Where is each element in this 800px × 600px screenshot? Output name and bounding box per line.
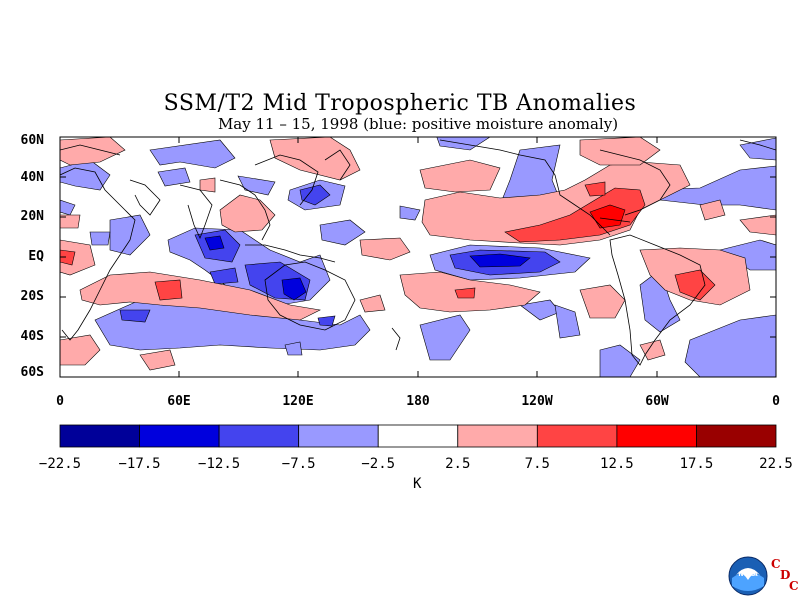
lon-label-60w: 60W	[645, 394, 669, 409]
lat-label-eq: EQ	[28, 249, 44, 264]
lon-label-120w: 120W	[521, 394, 553, 409]
coastlines	[60, 139, 776, 366]
bright-red-regions	[589, 204, 626, 229]
medium-red-regions	[60, 181, 716, 301]
colorbar-tick-label: −22.5	[38, 456, 82, 472]
colorbar-tick-label: −12.5	[198, 456, 241, 472]
colorbar-tick-label: −7.5	[281, 456, 316, 472]
lat-label-60n: 60N	[20, 133, 44, 148]
logo-letter-c2: C	[789, 579, 799, 593]
lon-label-0-end: 0	[772, 394, 780, 409]
noaa-logo-icon: NOAA	[728, 556, 768, 596]
colorbar-tick-label: −2.5	[361, 456, 396, 472]
map-ticks	[60, 136, 776, 378]
colorbar-tick-label: 7.5	[524, 456, 550, 472]
lon-label-120e: 120E	[282, 394, 314, 409]
colorbar-unit: K	[413, 476, 422, 492]
colorbar-tick-label: 17.5	[679, 456, 714, 472]
anomaly-fields	[60, 137, 776, 377]
map-title: SSM/T2 Mid Tropospheric TB Anomalies	[163, 91, 637, 116]
map-subtitle: May 11 – 15, 1998 (blue: positive moistu…	[217, 115, 619, 133]
colorbar-tick-label: −17.5	[118, 456, 161, 472]
svg-text:NOAA: NOAA	[738, 571, 758, 578]
dark-blue-regions	[204, 235, 531, 301]
lat-label-40n: 40N	[20, 170, 44, 185]
lon-label-0: 0	[56, 394, 64, 409]
logo-letter-d: D	[780, 568, 791, 582]
lon-label-180: 180	[406, 394, 430, 409]
colorbar-tick-label: 2.5	[445, 456, 471, 472]
lon-label-60e: 60E	[167, 394, 191, 409]
lat-label-40s: 40S	[20, 329, 44, 344]
lat-label-20n: 20N	[20, 209, 44, 224]
logo-letter-c1: C	[771, 557, 781, 571]
colorbar-tick-label: 22.5	[759, 456, 793, 472]
colorbar-tick-label: 12.5	[600, 456, 634, 472]
lat-label-20s: 20S	[20, 289, 44, 304]
lat-label-60s: 60S	[20, 365, 44, 380]
